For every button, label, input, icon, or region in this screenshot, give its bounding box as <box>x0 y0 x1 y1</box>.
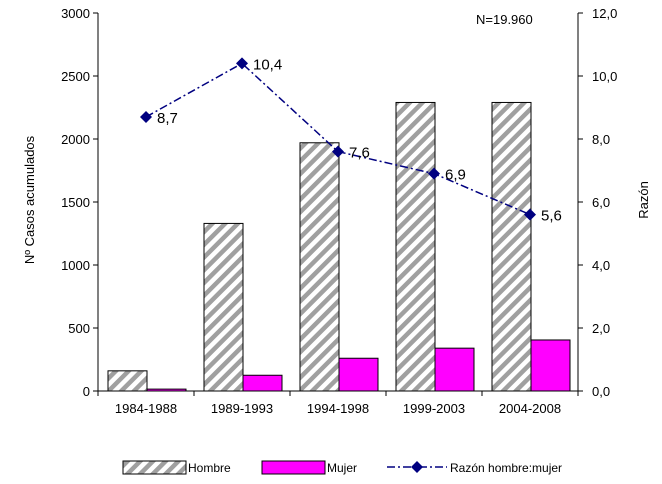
bar-mujer-1999-2003 <box>434 347 475 392</box>
y-tick-label: 1000 <box>61 258 90 273</box>
x-tick-label-1999-2003: 1999-2003 <box>403 401 465 416</box>
y2-axis-title: Razón <box>636 181 651 219</box>
y2-tick-label: 8,0 <box>592 132 610 147</box>
ratio-marker-1984-1988 <box>140 110 152 123</box>
y2-tick-label: 12,0 <box>592 6 617 21</box>
x-tick-label-1994-1998: 1994-1998 <box>307 401 369 416</box>
bars-layer <box>107 101 571 392</box>
y-tick-label: 3000 <box>61 6 90 21</box>
legend-swatch-mujer <box>261 460 326 475</box>
y-tick-label: 1500 <box>61 195 90 210</box>
axes-layer <box>93 12 583 396</box>
x-tick-label-1984-1988: 1984-1988 <box>115 401 177 416</box>
bar-mujer-1994-1998 <box>338 357 379 392</box>
legend-label-mujer: Mujer <box>327 461 357 475</box>
x-tick-label-2004-2008: 2004-2008 <box>499 401 561 416</box>
ratio-line-layer: 8,7 10,4 7,6 6,9 5,6 <box>140 56 562 225</box>
legend-label-hombre: Hombre <box>188 461 231 475</box>
legend: Hombre Mujer Razón hombre:mujer <box>122 460 562 475</box>
bar-mujer-2004-2008 <box>530 339 571 392</box>
y-tick-label: 2000 <box>61 132 90 147</box>
ratio-marker-1989-1993 <box>236 57 248 70</box>
bar-hombre-1989-1993 <box>203 222 244 392</box>
ticks-layer: 1984-1988 1989-1993 1994-1998 1999-2003 2004… <box>61 6 617 416</box>
y-tick-label: 2500 <box>61 69 90 84</box>
x-tick-label-1989-1993: 1989-1993 <box>211 401 273 416</box>
n-annotation: N=19.960 <box>476 12 533 27</box>
bar-hombre-1994-1998 <box>299 142 340 392</box>
y2-tick-label: 10,0 <box>592 69 617 84</box>
bar-hombre-2004-2008 <box>491 101 532 392</box>
bar-hombre-1984-1988 <box>107 370 148 392</box>
bar-mujer-1989-1993 <box>242 374 283 392</box>
legend-marker-razon <box>411 461 423 473</box>
ratio-marker-1999-2003 <box>428 167 440 180</box>
y2-tick-label: 4,0 <box>592 258 610 273</box>
legend-swatch-hombre <box>122 460 187 475</box>
ratio-data-label-2004-2008: 5,6 <box>541 208 562 225</box>
legend-label-razon: Razón hombre:mujer <box>450 461 562 475</box>
ratio-data-label-1984-1988: 8,7 <box>157 110 178 127</box>
ratio-data-label-1989-1993: 10,4 <box>253 56 282 73</box>
y-tick-label: 500 <box>68 321 90 336</box>
y2-tick-label: 6,0 <box>592 195 610 210</box>
ratio-marker-1994-1998 <box>332 145 344 158</box>
bar-hombre-1999-2003 <box>395 101 436 392</box>
y-axis-title: Nº Casos acumulados <box>22 135 37 264</box>
ratio-marker-2004-2008 <box>524 208 536 221</box>
ratio-data-label-1994-1998: 7,6 <box>349 145 370 162</box>
ratio-data-label-1999-2003: 6,9 <box>445 167 466 184</box>
y-tick-label: 0 <box>83 384 90 399</box>
y2-tick-label: 2,0 <box>592 321 610 336</box>
y2-tick-label: 0,0 <box>592 384 610 399</box>
